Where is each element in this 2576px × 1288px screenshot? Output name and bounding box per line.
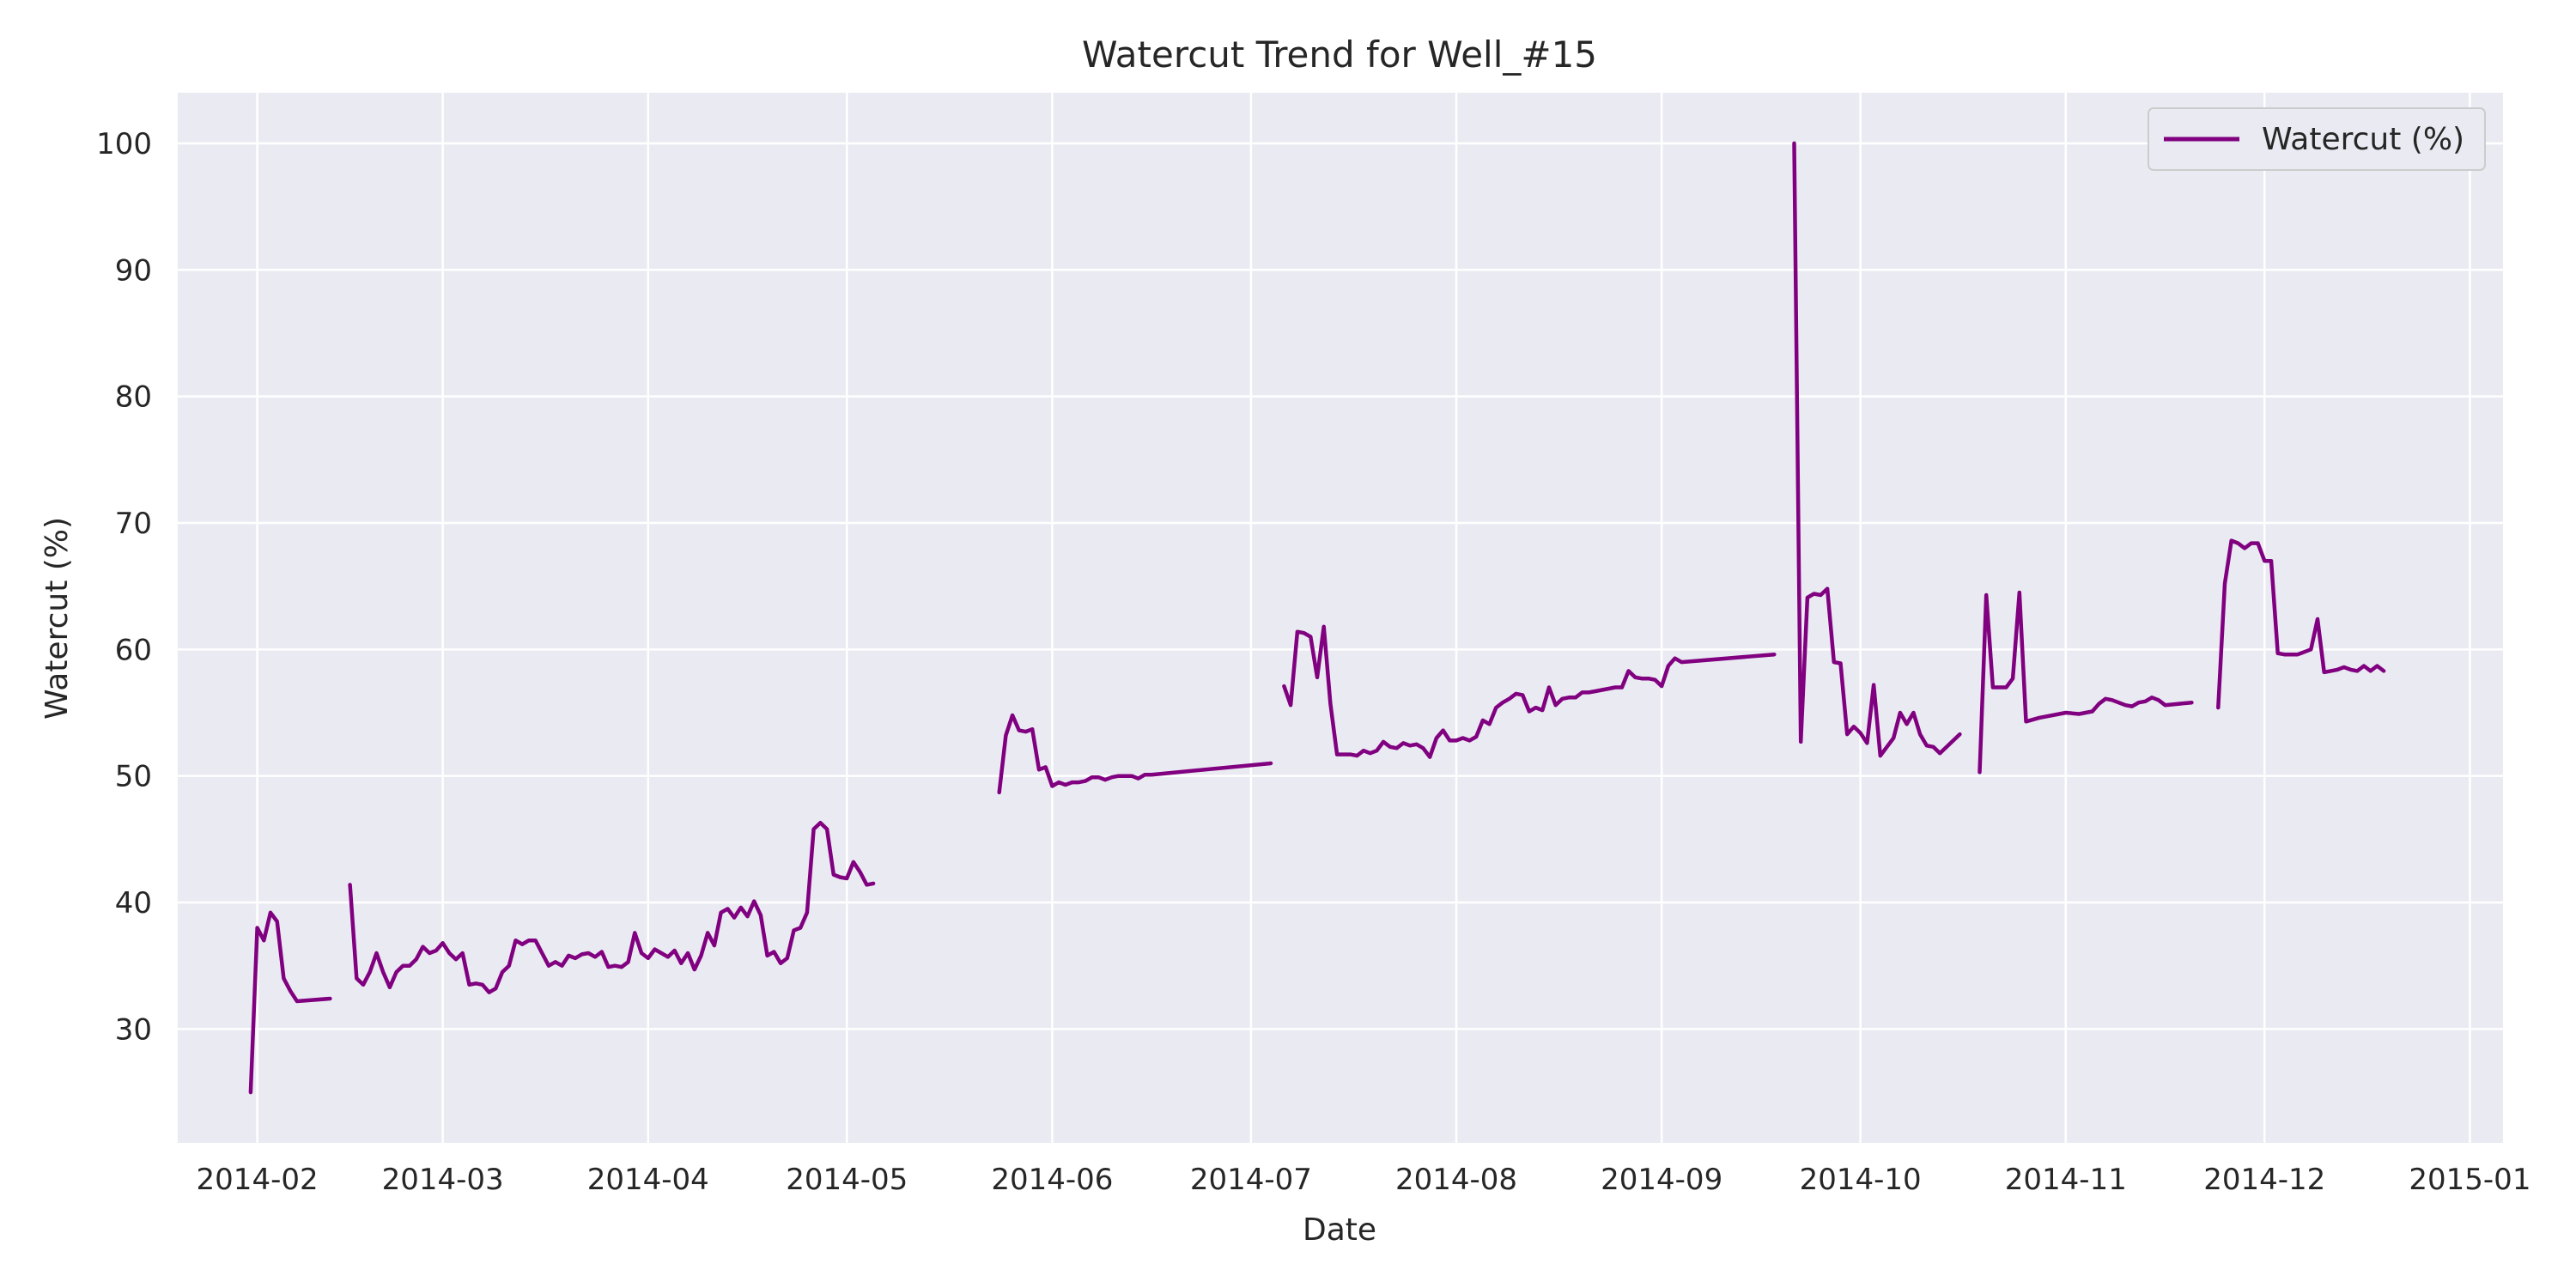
x-tick-label: 2014-07 xyxy=(1190,1163,1312,1197)
legend-box xyxy=(2148,107,2486,171)
y-tick-labels: 30 40 50 60 70 80 90 100 xyxy=(96,127,152,1047)
y-tick-label: 50 xyxy=(115,760,152,794)
x-tick-label: 2014-12 xyxy=(2203,1163,2325,1197)
x-tick-label: 2014-06 xyxy=(991,1163,1113,1197)
y-tick-label: 90 xyxy=(115,253,152,288)
y-tick-label: 80 xyxy=(115,380,152,415)
y-axis-label: Watercut (%) xyxy=(39,517,75,720)
series-line-segment xyxy=(248,910,332,1095)
x-gridlines xyxy=(256,93,2471,1143)
x-tick-label: 2014-09 xyxy=(1601,1163,1722,1197)
x-tick-labels: 2014-02 2014-03 2014-04 2014-05 2014-06 2014-… xyxy=(197,1163,2531,1197)
x-tick-label: 2014-03 xyxy=(382,1163,504,1197)
x-axis-label: Date xyxy=(1303,1212,1376,1248)
x-tick-label: 2014-04 xyxy=(587,1163,709,1197)
chart-title: Watercut Trend for Well_#15 xyxy=(1082,33,1597,76)
legend-label: Watercut (%) xyxy=(2262,122,2464,157)
x-tick-label: 2014-11 xyxy=(2005,1163,2127,1197)
data-lines xyxy=(248,141,2386,1095)
y-tick-label: 100 xyxy=(96,127,152,161)
y-tick-label: 60 xyxy=(115,633,152,667)
x-tick-label: 2014-05 xyxy=(786,1163,908,1197)
series-line-segment xyxy=(1282,624,1777,759)
series-line-segment xyxy=(997,713,1273,795)
x-tick-label: 2014-10 xyxy=(1800,1163,1922,1197)
series-line-segment xyxy=(1792,141,1962,758)
legend: Watercut (%) xyxy=(2148,107,2486,171)
series-line-segment xyxy=(348,820,876,994)
series-line-segment xyxy=(1978,590,2194,775)
x-tick-label: 2014-02 xyxy=(197,1163,319,1197)
y-tick-label: 40 xyxy=(115,886,152,920)
x-tick-label: 2014-08 xyxy=(1395,1163,1517,1197)
y-gridlines xyxy=(178,142,2503,1030)
x-tick-label: 2015-01 xyxy=(2409,1163,2530,1197)
plot-area xyxy=(178,93,2503,1143)
series-line-segment xyxy=(2216,538,2386,710)
y-tick-label: 30 xyxy=(115,1012,152,1047)
y-tick-label: 70 xyxy=(115,507,152,541)
